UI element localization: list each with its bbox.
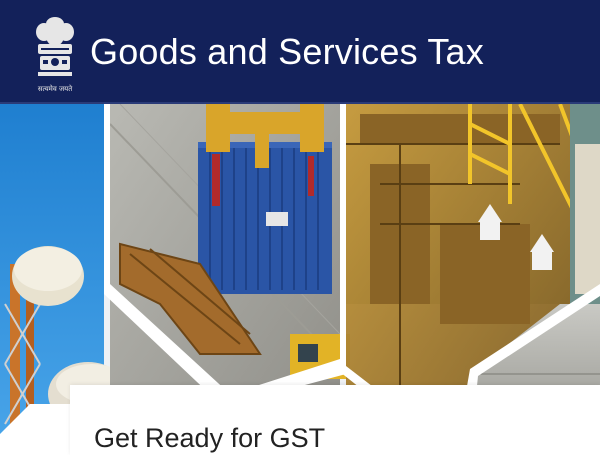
telecom-tower-panel — [0, 104, 128, 455]
state-emblem-icon — [36, 17, 74, 76]
emblem-motto: सत्यमेव जयते — [37, 85, 73, 93]
announcement-title[interactable]: Get Ready for GST — [94, 423, 326, 453]
site-header: सत्यमेव जयते Goods and Services Tax — [0, 0, 600, 104]
announcement-card: Get Ready for GST — [70, 385, 600, 455]
site-title[interactable]: Goods and Services Tax — [90, 31, 484, 72]
